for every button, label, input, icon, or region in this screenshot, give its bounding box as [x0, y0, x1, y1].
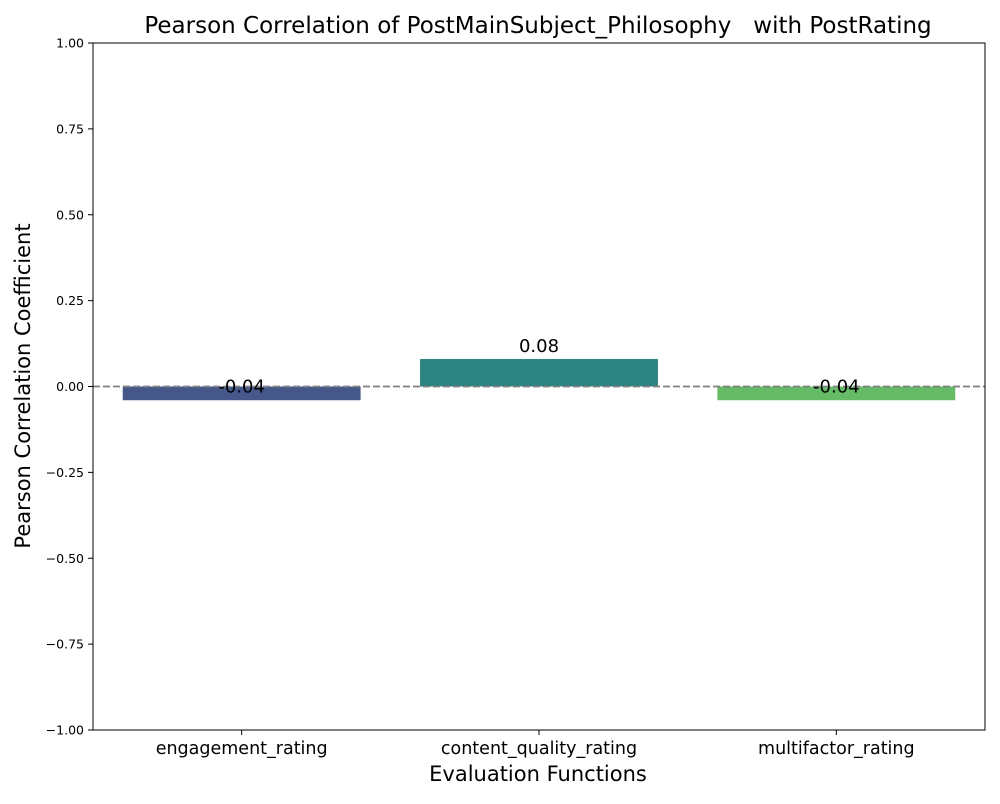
x-tick-label: engagement_rating [156, 739, 328, 759]
y-tick-label: 0.25 [56, 293, 84, 308]
y-tick-label: −0.50 [46, 551, 84, 566]
y-tick-label: −0.75 [46, 637, 84, 652]
y-axis-label: Pearson Correlation Coefficient [11, 223, 35, 548]
x-tick-label: content_quality_rating [441, 739, 637, 759]
x-tick-label: multifactor_rating [758, 739, 915, 759]
y-tick-label: 0.75 [56, 121, 84, 136]
bar-multifactor-rating [717, 386, 956, 401]
y-tick-label: 1.00 [56, 36, 84, 51]
data-label: -0.04 [813, 377, 860, 398]
y-tick-label: 0.50 [56, 207, 84, 222]
bar-engagement-rating [122, 386, 361, 401]
y-tick-label: −0.25 [46, 465, 84, 480]
data-label: -0.04 [218, 377, 265, 398]
chart-title: Pearson Correlation of PostMainSubject_P… [144, 13, 931, 39]
data-label: 0.08 [519, 336, 559, 357]
x-axis-label: Evaluation Functions [429, 762, 647, 786]
y-tick-label: 0.00 [56, 379, 84, 394]
plot-area: −1.00 −0.75 −0.50 −0.25 0.00 0.25 0.50 0.75 1.00… [46, 36, 986, 759]
y-tick-label: −1.00 [46, 723, 84, 738]
bar-content-quality-rating [420, 359, 658, 387]
